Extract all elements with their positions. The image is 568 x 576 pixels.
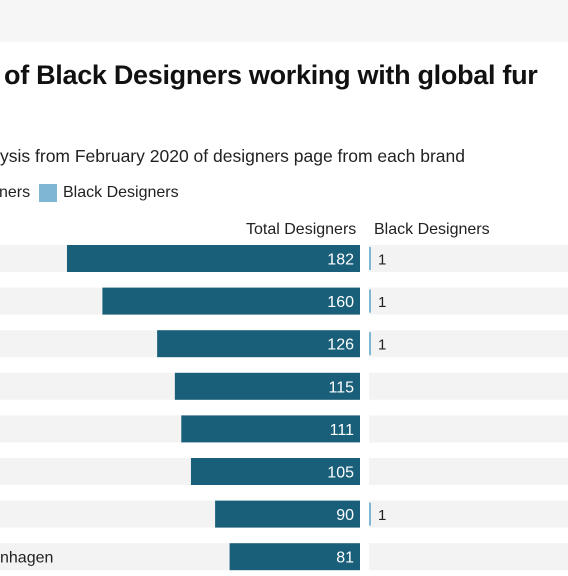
column-gap — [360, 245, 369, 272]
category-label: nhagen — [0, 550, 53, 567]
total-bar — [190, 458, 360, 485]
total-bar — [181, 415, 360, 443]
total-bar — [66, 245, 360, 272]
black-bar — [369, 332, 371, 356]
legend-label-black: Black Designers — [63, 184, 179, 201]
legend-label-total: ners — [0, 184, 31, 201]
chart-title: of Black Designers working with global f… — [4, 60, 538, 90]
total-bar — [229, 543, 360, 571]
total-bar — [174, 372, 360, 400]
black-bar — [369, 247, 371, 270]
column-header-black: Black Designers — [374, 221, 490, 238]
total-value-label: 81 — [336, 550, 354, 567]
legend-item-total: ners — [0, 183, 30, 203]
total-value-label: 115 — [328, 379, 354, 396]
black-bar — [369, 289, 371, 313]
total-value-label: 126 — [327, 337, 354, 354]
total-value-label: 182 — [327, 252, 354, 269]
column-gap — [360, 458, 369, 485]
total-value-label: 160 — [327, 294, 354, 311]
total-bar — [102, 287, 361, 315]
column-gap — [360, 415, 369, 443]
total-bar — [215, 500, 360, 528]
column-gap — [360, 330, 369, 358]
column-gap — [360, 500, 369, 528]
black-value-label: 1 — [378, 507, 386, 524]
total-value-label: 90 — [336, 507, 354, 524]
top-band — [0, 0, 568, 42]
total-bar — [157, 330, 360, 358]
total-value-label: 105 — [327, 465, 354, 482]
black-bar — [369, 502, 371, 526]
legend-swatch-black — [39, 184, 57, 202]
total-value-label: 111 — [330, 422, 354, 439]
column-gap — [360, 372, 369, 400]
black-value-label: 1 — [378, 294, 386, 311]
black-value-label: 1 — [378, 337, 386, 354]
black-value-label: 1 — [378, 252, 386, 269]
column-gap — [360, 543, 369, 571]
column-gap — [360, 287, 369, 315]
column-header-total: Total Designers — [246, 221, 357, 238]
chart-subtitle: ysis from February 2020 of designers pag… — [0, 146, 465, 166]
